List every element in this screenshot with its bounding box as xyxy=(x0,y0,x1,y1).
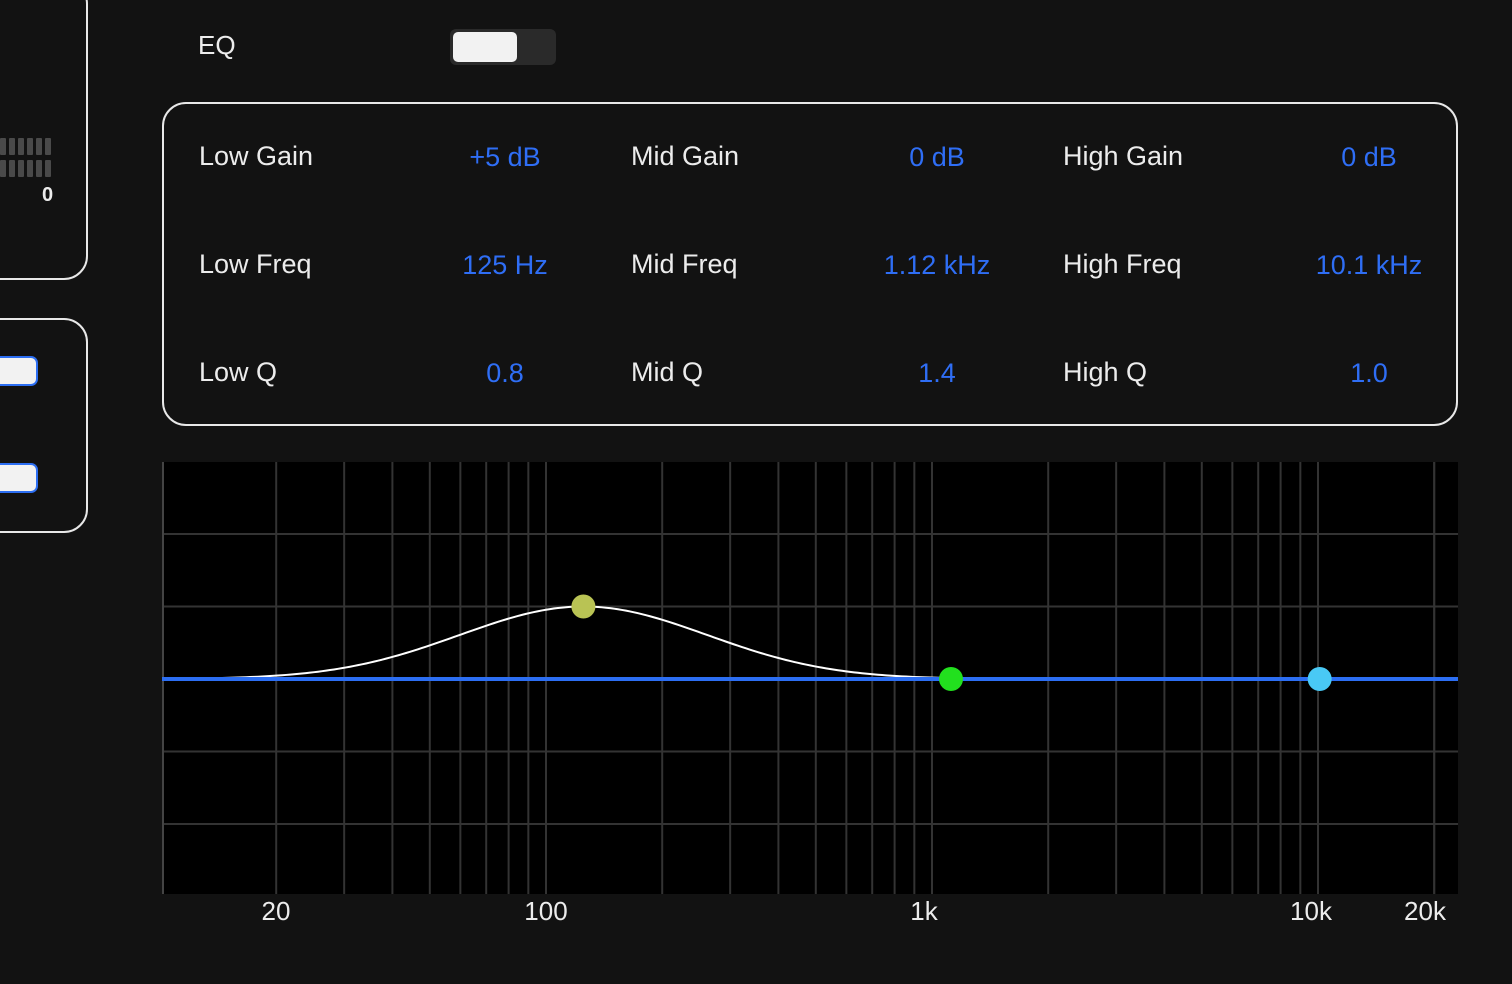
high-q-value[interactable]: 1.0 xyxy=(1350,358,1388,388)
option-toggle-2[interactable] xyxy=(0,463,38,493)
eq-toggle-knob xyxy=(453,32,517,62)
mid-q-label: Mid Q xyxy=(631,357,704,387)
mid-q-value[interactable]: 1.4 xyxy=(918,358,956,388)
x-tick-1k: 1k xyxy=(910,896,938,926)
x-tick-100: 100 xyxy=(524,896,568,926)
high-q-label: High Q xyxy=(1063,357,1148,387)
high-band-handle[interactable] xyxy=(1307,667,1332,691)
option-toggle-1[interactable] xyxy=(0,356,38,386)
mid-gain-value[interactable]: 0 dB xyxy=(909,142,965,172)
low-freq-value[interactable]: 125 Hz xyxy=(462,250,548,280)
low-band-handle[interactable] xyxy=(571,594,596,619)
eq-graph-svg xyxy=(162,462,1458,894)
options-panel xyxy=(0,318,88,533)
high-freq-value[interactable]: 10.1 kHz xyxy=(1315,250,1423,280)
high-gain-label: High Gain xyxy=(1063,141,1184,171)
eq-response-graph[interactable] xyxy=(162,462,1458,894)
low-gain-value[interactable]: +5 dB xyxy=(469,142,541,172)
mid-freq-value[interactable]: 1.12 kHz xyxy=(883,250,991,280)
mid-gain-label: Mid Gain xyxy=(631,141,740,171)
low-q-label: Low Q xyxy=(199,357,278,387)
mid-freq-label: Mid Freq xyxy=(631,249,738,279)
low-gain-label: Low Gain xyxy=(199,141,314,171)
x-tick-10k: 10k xyxy=(1290,896,1332,926)
input-meter-panel xyxy=(0,0,88,280)
level-meter xyxy=(0,138,52,182)
response-curve xyxy=(162,605,1458,680)
low-freq-label: Low Freq xyxy=(199,249,312,279)
eq-label: EQ xyxy=(198,30,236,60)
eq-parameters-panel: Low Gain +5 dB Mid Gain 0 dB High Gain 0… xyxy=(162,102,1458,426)
high-freq-label: High Freq xyxy=(1063,249,1182,279)
x-tick-20: 20 xyxy=(261,896,291,926)
eq-toggle[interactable] xyxy=(450,29,556,65)
mid-band-handle[interactable] xyxy=(938,667,963,691)
low-q-value[interactable]: 0.8 xyxy=(486,358,524,388)
meter-value: 0 xyxy=(42,184,54,206)
high-gain-value[interactable]: 0 dB xyxy=(1341,142,1397,172)
x-tick-20k: 20k xyxy=(1404,896,1446,926)
